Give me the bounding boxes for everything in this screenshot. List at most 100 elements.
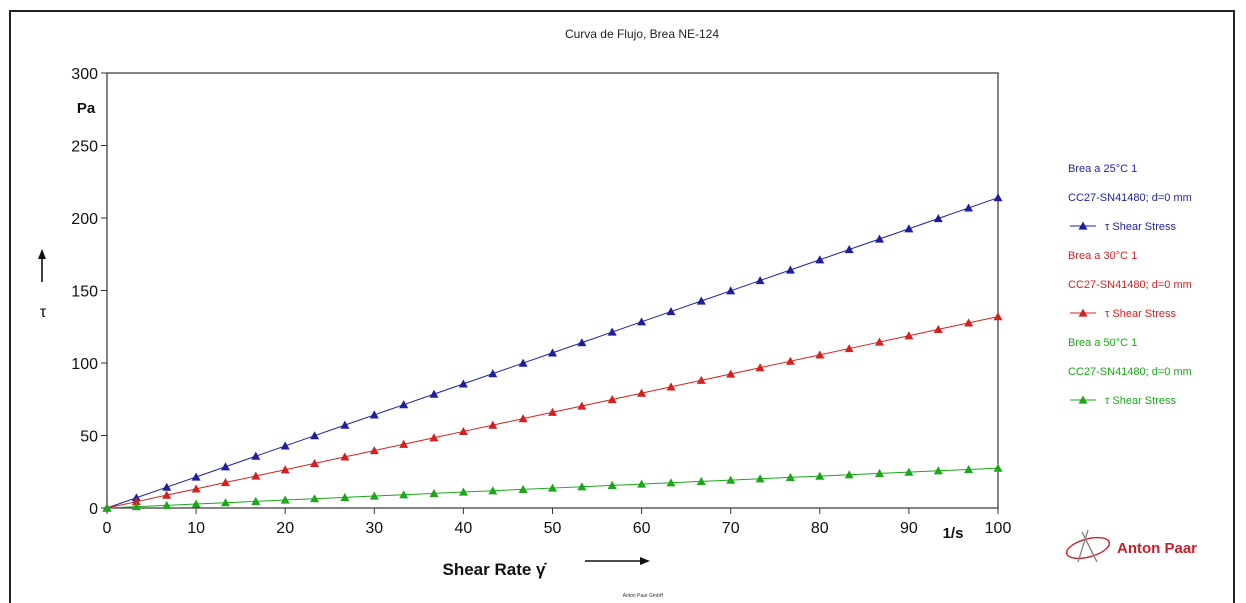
x-unit-label: 1/s (943, 525, 964, 542)
data-point-marker (964, 464, 974, 474)
data-point-marker (874, 468, 884, 478)
x-tick-label: 80 (811, 520, 829, 537)
x-tick-label: 90 (900, 520, 918, 537)
data-point-marker (369, 410, 379, 419)
data-point-marker (607, 327, 617, 336)
data-point-marker (993, 193, 1003, 202)
x-tick-label: 50 (544, 520, 562, 537)
legend-series-title: Brea a 50°C 1 (1068, 337, 1137, 349)
x-axis-arrow (585, 557, 650, 565)
footer-text: Anton Paar GmbH (623, 593, 664, 599)
data-point-marker (162, 490, 172, 499)
data-point-marker (577, 401, 587, 410)
data-point-marker (340, 452, 350, 461)
data-point-marker (815, 471, 825, 480)
legend-marker (1078, 221, 1088, 230)
data-point-marker (993, 463, 1003, 472)
data-point-marker (933, 324, 943, 334)
data-point-marker (844, 344, 854, 353)
data-point-marker (518, 358, 528, 367)
data-point-marker (102, 503, 112, 512)
legend-series-sub: CC27-SN41480; d=0 mm (1068, 279, 1192, 291)
data-point-marker (488, 486, 498, 495)
data-point-marker (429, 433, 439, 442)
y-tick-label: 250 (71, 139, 98, 156)
data-point-marker (874, 337, 884, 346)
x-tick-label: 70 (722, 520, 740, 537)
data-point-marker (755, 276, 765, 285)
data-point-marker (369, 446, 379, 455)
data-point-marker (251, 471, 261, 480)
series-1 (102, 193, 1003, 512)
x-tick-label: 60 (633, 520, 651, 537)
data-point-marker (607, 480, 617, 489)
data-point-marker (518, 484, 528, 493)
data-point-marker (785, 265, 795, 274)
data-point-marker (310, 431, 320, 440)
chart-frame (9, 10, 1235, 603)
data-point-marker (755, 363, 765, 372)
data-point-marker (666, 478, 676, 487)
data-point-marker (399, 490, 409, 499)
legend-series-title: Brea a 25°C 1 (1068, 163, 1137, 175)
data-point-marker (964, 318, 974, 327)
data-point-marker (696, 375, 706, 384)
x-tick-label: 0 (103, 520, 112, 537)
data-point-marker (131, 497, 141, 506)
data-point-marker (310, 494, 320, 503)
chart-title: Curva de Flujo, Brea NE-124 (565, 27, 719, 41)
data-point-marker (251, 496, 261, 505)
data-point-marker (280, 441, 290, 450)
data-point-marker (221, 498, 231, 507)
data-point-marker (280, 465, 290, 474)
series-3 (102, 463, 1003, 512)
data-point-marker (458, 379, 468, 388)
legend-series-title: Brea a 30°C 1 (1068, 250, 1137, 262)
data-point-marker (666, 307, 676, 316)
data-point-marker (637, 479, 647, 488)
data-point-marker (458, 426, 468, 436)
data-point-marker (221, 478, 231, 487)
data-point-marker (933, 213, 943, 223)
y-tick-label: 0 (89, 501, 98, 518)
data-point-marker (310, 458, 320, 468)
data-point-marker (429, 389, 439, 398)
data-point-marker (162, 500, 172, 509)
legend-marker (1078, 308, 1088, 317)
data-point-marker (844, 245, 854, 254)
data-point-marker (933, 466, 943, 475)
data-point-marker (726, 369, 736, 378)
data-point-marker (696, 476, 706, 486)
data-point-marker (785, 472, 795, 482)
legend-marker-label: τ Shear Stress (1105, 308, 1176, 320)
series-layer (102, 193, 1003, 512)
legend: Brea a 25°C 1 CC27-SN41480; d=0 mm τ Shear… (1068, 163, 1192, 407)
legend-series-sub: CC27-SN41480; d=0 mm (1068, 192, 1192, 204)
data-point-marker (815, 255, 825, 264)
data-point-marker (815, 350, 825, 359)
data-point-marker (637, 317, 647, 326)
data-point-marker (488, 420, 498, 429)
plot-border (106, 72, 999, 509)
x-tick-label: 40 (455, 520, 473, 537)
data-point-marker (458, 487, 468, 496)
data-point-marker (726, 286, 736, 295)
data-point-marker (548, 483, 557, 492)
data-point-marker (399, 400, 409, 409)
data-point-marker (548, 348, 557, 357)
series-2 (102, 312, 1003, 512)
data-point-marker (399, 439, 409, 448)
data-point-marker (577, 482, 587, 491)
x-axis-label: Shear Rate γ̇ (443, 560, 548, 579)
legend-marker-label: τ Shear Stress (1105, 395, 1176, 407)
data-point-marker (577, 338, 587, 347)
y-tick-label: 100 (71, 356, 98, 373)
data-point-marker (726, 475, 736, 484)
data-point-marker (131, 502, 141, 511)
data-point-marker (696, 296, 706, 305)
data-point-marker (993, 312, 1003, 321)
data-point-marker (340, 420, 350, 429)
data-point-marker (280, 495, 290, 504)
data-point-marker (755, 474, 765, 483)
